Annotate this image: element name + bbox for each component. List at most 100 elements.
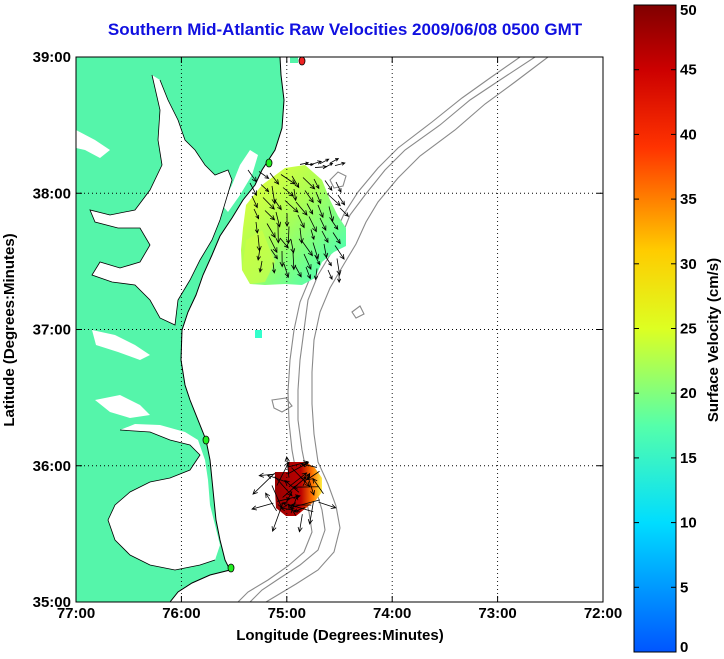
velocity-arrow [275,224,281,244]
velocity-arrow [279,250,285,268]
velocity-arrow [281,501,314,513]
velocity-arrow [310,229,315,241]
velocity-arrow [313,268,319,281]
bay-water [76,75,258,570]
station-markers [202,57,306,573]
velocity-arrow [291,467,311,487]
velocity-cell [255,330,262,338]
colorbar-tick-label: 40 [680,126,697,143]
velocity-arrow [269,172,280,185]
velocity-arrow [324,163,334,168]
velocity-arrow [284,455,290,478]
station-marker [298,57,306,66]
velocity-arrow [314,255,321,266]
velocity-arrow [302,177,316,190]
velocity-arrow [330,219,339,231]
velocity-arrow [337,271,342,284]
velocity-arrow [274,476,293,497]
velocity-arrow [258,260,263,273]
velocity-arrow [284,479,300,493]
y-tick-label: 36:00 [33,458,71,475]
map-title: Southern Mid-Atlantic Raw Velocities 200… [107,20,583,39]
velocity-arrow [288,472,308,488]
velocity-arrow [305,266,312,280]
velocity-arrow [308,216,317,233]
colorbar-tick-label: 10 [680,515,697,532]
station-marker [227,563,235,573]
velocity-arrow [329,158,340,164]
velocity-arrow [270,249,278,260]
velocity-arrow [277,494,301,502]
velocity-arrow [268,236,278,254]
velocity-arrow [319,158,330,164]
y-axis-ticks: 39:00 38:00 37:00 36:00 35:00 [33,49,603,611]
velocity-arrow [299,161,310,165]
station-marker [202,435,210,445]
velocity-arrow [283,263,290,279]
colorbar-tick-label: 15 [680,450,697,467]
velocity-arrow [260,184,270,193]
bathymetry-contours [237,57,549,602]
velocity-arrow [279,237,289,249]
y-axis-label: Latitude (Degrees:Minutes) [1,233,18,426]
velocity-arrow [306,470,320,481]
velocity-arrow [256,247,261,261]
velocity-vectors [247,158,350,533]
coastline [169,57,285,602]
x-tick-label: 73:00 [478,605,516,622]
x-tick-label: 76:00 [162,605,200,622]
velocity-arrow [254,221,259,234]
x-tick-label: 74:00 [373,605,411,622]
velocity-arrow [265,492,277,512]
velocity-arrow [339,207,350,217]
station-marker [265,158,273,168]
colorbar-tick-label: 0 [680,639,688,656]
velocity-arrow [306,203,314,215]
y-tick-label: 37:00 [33,322,71,339]
velocity-arrow [284,213,290,228]
colorbar-label: Surface Velocity (cm/s) [705,258,722,422]
colorbar-tick-label: 50 [680,2,697,19]
velocity-arrow [304,190,314,204]
colorbar [633,4,677,653]
velocity-arrow [312,477,324,494]
velocity-arrow [247,169,257,183]
velocity-arrow [335,181,342,193]
colorbar-tick-label: 35 [680,191,697,208]
velocity-arrow [275,211,282,228]
velocity-arrow [337,194,346,206]
velocity-arrow [271,262,276,274]
velocity-arrow [271,185,277,205]
x-axis-label: Longitude (Degrees:Minutes) [236,627,444,644]
velocity-arrow [293,188,298,202]
velocity-arrow [302,472,311,486]
colorbar-tick-label: 5 [680,579,688,596]
velocity-arrow [251,195,258,209]
velocity-arrow [262,197,275,210]
velocity-arrow [285,226,292,245]
velocity-arrow [290,239,296,254]
velocity-arrow [251,502,274,511]
velocity-arrow [307,501,314,525]
velocity-arrow [258,171,270,180]
velocity-arrow [297,514,303,533]
velocity-arrow [264,210,276,221]
x-tick-label: 77:00 [57,605,95,622]
x-tick-label: 72:00 [584,605,622,622]
velocity-arrow [249,182,257,197]
y-tick-label: 35:00 [33,594,71,611]
velocity-arrow [318,501,337,509]
y-tick-label: 39:00 [33,49,71,66]
velocity-arrow [334,245,345,260]
velocity-arrow [284,200,299,213]
x-tick-label: 75:00 [268,605,306,622]
velocity-arrow [334,161,346,166]
colorbar-tick-label: 45 [680,62,697,79]
velocity-arrow [253,208,260,220]
velocity-arrow [319,217,327,232]
colorbar-tick-label: 25 [680,321,697,338]
grid-lines [76,57,603,602]
velocity-arrow [327,269,333,280]
velocity-arrow [271,502,284,533]
